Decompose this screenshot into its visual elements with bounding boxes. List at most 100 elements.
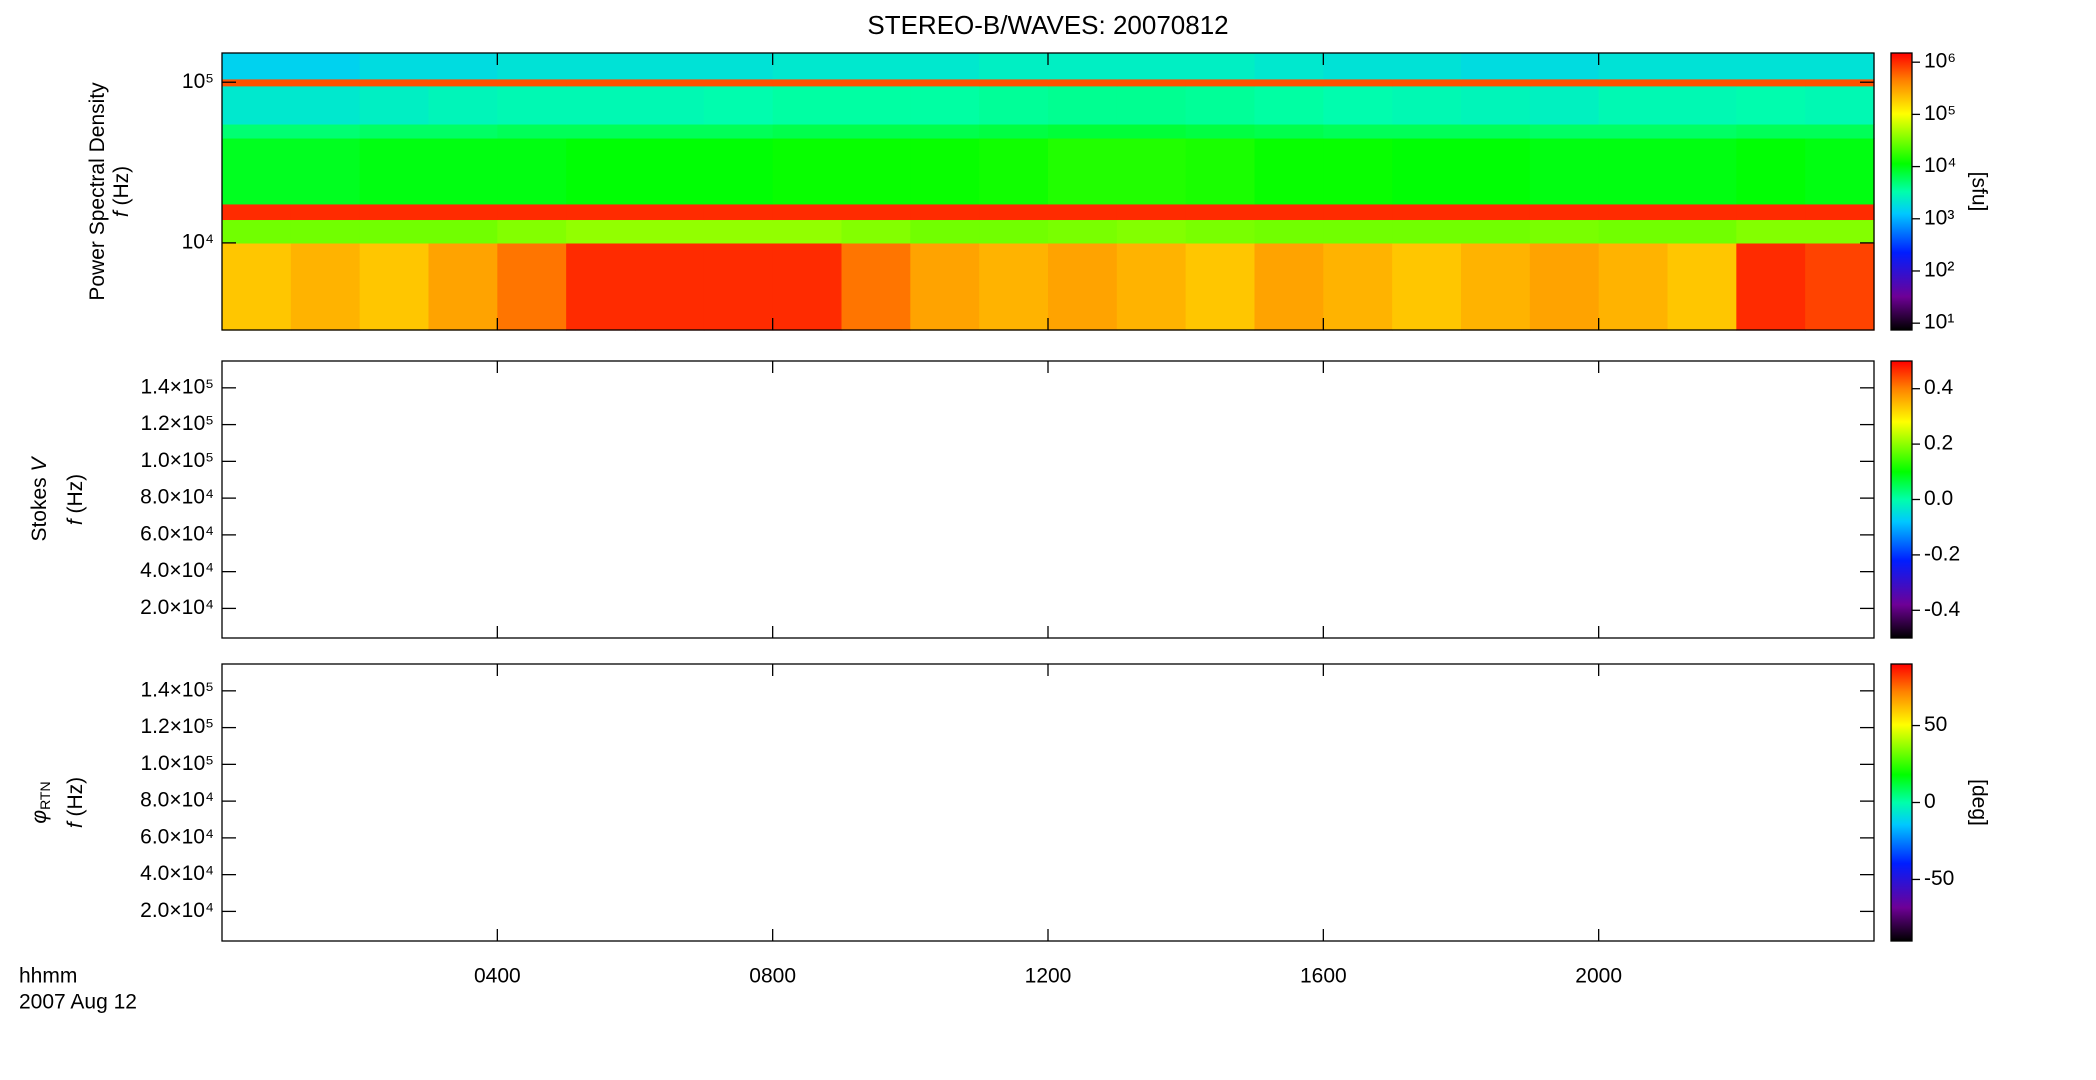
spectrogram-cell (1805, 78, 1875, 87)
spectrogram-cell (1667, 123, 1737, 139)
y-axis-label-var: V (28, 455, 51, 471)
spectrogram-cell (841, 137, 911, 205)
spectrogram-cell (290, 53, 361, 80)
spectrogram-cell (1667, 242, 1737, 331)
spectrogram-cell (1185, 203, 1256, 221)
spectrogram-cell (1323, 85, 1393, 125)
colorbar-label: [sfu] (1967, 172, 1990, 212)
colorbar-tick-label: 50 (1924, 713, 1947, 736)
spectrogram-cell (1048, 219, 1118, 244)
y-tick-label: 8.0×10⁴ (140, 486, 214, 509)
spectrogram-cell (1116, 242, 1187, 331)
spectrogram-cell (566, 85, 636, 125)
spectrogram-cell (979, 78, 1049, 87)
y-tick-label: 8.0×10⁴ (140, 789, 214, 812)
spectrogram-cell (841, 242, 911, 331)
spectrogram-cell (1323, 242, 1393, 331)
spectrogram-cell (1185, 219, 1256, 244)
y-axis-label-text: Stokes (28, 477, 51, 541)
spectrogram-cell (1185, 78, 1256, 87)
y-axis-unit: f (Hz) (64, 777, 87, 828)
spectrogram-cell (1048, 78, 1118, 87)
spectrogram-cell (1392, 78, 1462, 87)
y-tick-label: 4.0×10⁴ (140, 559, 214, 582)
colorbar-tick-label: 10⁴ (1924, 154, 1956, 177)
spectrogram-cell (772, 85, 843, 125)
spectrogram-cell (841, 53, 911, 80)
spectrogram-cell (497, 53, 567, 80)
spectrogram-cell (1529, 53, 1600, 80)
spectrogram-cell (703, 219, 774, 244)
spectrogram-cell (290, 123, 361, 139)
spectrogram-cell (772, 53, 843, 80)
spectrogram-cell (359, 242, 430, 331)
spectrogram-cell (1529, 78, 1600, 87)
spectrogram-cell (979, 137, 1049, 205)
spectrogram-cell (703, 203, 774, 221)
spectrogram-cell (290, 242, 361, 331)
spectrogram-cell (1116, 137, 1187, 205)
spectrogram-cell (290, 219, 361, 244)
spectrogram-cell (1116, 123, 1187, 139)
spectrogram-cell (1529, 137, 1600, 205)
spectrogram-cell (841, 78, 911, 87)
spectrogram-cell (428, 219, 498, 244)
spectrogram-cell (979, 219, 1049, 244)
y-tick-label: 1.4×10⁵ (140, 678, 214, 701)
spectrogram-cell (635, 242, 705, 331)
chart-title: STEREO-B/WAVES: 20070812 (867, 10, 1228, 40)
spectrogram-cell (1048, 85, 1118, 125)
spectrogram-cell (428, 203, 498, 221)
y-tick-label: 1.2×10⁵ (140, 412, 214, 435)
y-tick-label: 10⁵ (182, 70, 214, 93)
spectrogram-cell (428, 53, 498, 80)
spectrogram-cell (635, 123, 705, 139)
spectrogram-cell (1461, 203, 1531, 221)
spectrogram-cell (1667, 137, 1737, 205)
y-axis-var: f (64, 517, 87, 525)
spectrogram-cell (290, 203, 361, 221)
spectrogram-cell (1529, 123, 1600, 139)
spectrogram-cell (1461, 219, 1531, 244)
spectrogram-cell (1048, 137, 1118, 205)
colorbar-tick-label: 10³ (1924, 206, 1954, 229)
colorbar-tick-label: 10² (1924, 259, 1954, 282)
spectrogram-cell (1254, 242, 1324, 331)
spectrogram-cell (635, 85, 705, 125)
y-axis-label-text: φ (28, 810, 51, 824)
spectrogram-cell (222, 78, 292, 87)
spectrogram-cell (910, 219, 980, 244)
spectrogram-cell (1667, 53, 1737, 80)
spectrogram-cell (772, 219, 843, 244)
spectrogram-cell (359, 85, 430, 125)
spectrogram-cell (772, 203, 843, 221)
spectrogram-cell (1805, 242, 1875, 331)
spectrogram-cell (290, 85, 361, 125)
spectrogram-cell (1323, 123, 1393, 139)
y-axis-var: f (64, 820, 87, 828)
spectrogram-cell (1667, 219, 1737, 244)
colorbar-label: [deg] (1967, 779, 1990, 826)
spectrogram-cell (1254, 78, 1324, 87)
spectrogram-cell (1392, 53, 1462, 80)
spectrogram-cell (1598, 85, 1669, 125)
y-tick-label: 1.0×10⁵ (140, 449, 214, 472)
y-axis-unit-text: (Hz) (64, 474, 87, 514)
spectrogram-cell (497, 85, 567, 125)
colorbar-tick-label: 10⁶ (1924, 50, 1956, 73)
spectrogram-cell (979, 203, 1049, 221)
spectrogram-cell (703, 78, 774, 87)
spectrogram-cell (1736, 78, 1806, 87)
spectrogram-cell (1048, 242, 1118, 331)
spectrogram-cell (635, 219, 705, 244)
spectrogram-cell (1185, 53, 1256, 80)
spectrogram-cell (1598, 123, 1669, 139)
spectrogram-cell (1392, 85, 1462, 125)
x-axis-label: hhmm (19, 965, 77, 988)
spectrogram-cell (1736, 53, 1806, 80)
spectrogram-cell (635, 78, 705, 87)
spectrogram-cell (1323, 203, 1393, 221)
spectrogram-cell (841, 203, 911, 221)
spectrogram-cell (703, 137, 774, 205)
spectrogram-cell (1254, 137, 1324, 205)
